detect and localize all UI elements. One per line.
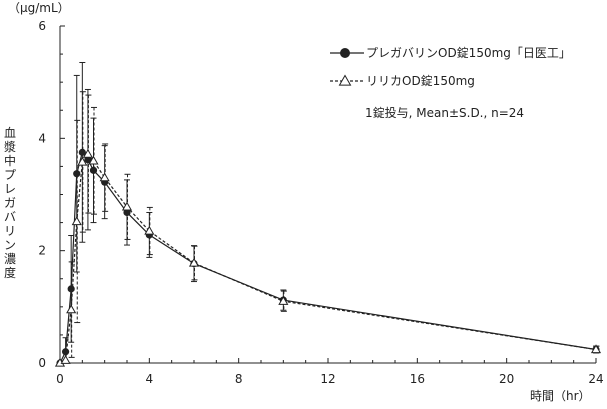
y-axis-unit: （μg/mL） — [8, 1, 70, 15]
legend-label: リリカOD錠150mg — [366, 73, 475, 88]
data-point — [89, 166, 98, 174]
data-point — [121, 201, 133, 211]
x-tick-label: 8 — [235, 372, 243, 386]
data-point — [88, 155, 99, 165]
legend-marker — [338, 74, 352, 86]
y-tick-label: 4 — [38, 131, 46, 145]
data-point — [188, 257, 200, 267]
chart-annotation: 1錠投与, Mean±S.D., n=24 — [365, 105, 524, 120]
data-point — [590, 344, 602, 354]
x-tick-label: 24 — [588, 372, 603, 386]
x-tick-label: 12 — [320, 372, 335, 386]
legend: プレガバリンOD錠150mg「日医工」リリカOD錠150mg — [330, 45, 571, 88]
y-tick-label: 2 — [38, 244, 46, 258]
x-tick-label: 16 — [410, 372, 425, 386]
data-point — [99, 172, 110, 182]
data-point — [278, 296, 289, 305]
y-axis-label: 血漿中プレガバリン濃度 — [4, 126, 16, 280]
data-point — [144, 225, 155, 235]
series-line — [59, 153, 597, 364]
series-line — [59, 151, 597, 364]
y-tick-label: 6 — [38, 19, 46, 33]
data-point — [73, 170, 81, 178]
data-point — [77, 156, 88, 166]
x-tick-label: 4 — [146, 372, 154, 386]
data-point — [66, 304, 77, 314]
y-tick-label: 0 — [38, 356, 46, 370]
series-2 — [54, 91, 602, 367]
x-tick-label: 20 — [499, 372, 514, 386]
data-point — [71, 216, 82, 226]
data-point — [60, 354, 71, 364]
x-axis-label: 時間（hr） — [530, 389, 591, 403]
data-point — [82, 148, 93, 158]
legend-label: プレガバリンOD錠150mg「日医工」 — [366, 45, 571, 60]
legend-marker — [340, 48, 350, 58]
x-tick-label: 0 — [56, 372, 64, 386]
series-layer — [54, 62, 602, 367]
